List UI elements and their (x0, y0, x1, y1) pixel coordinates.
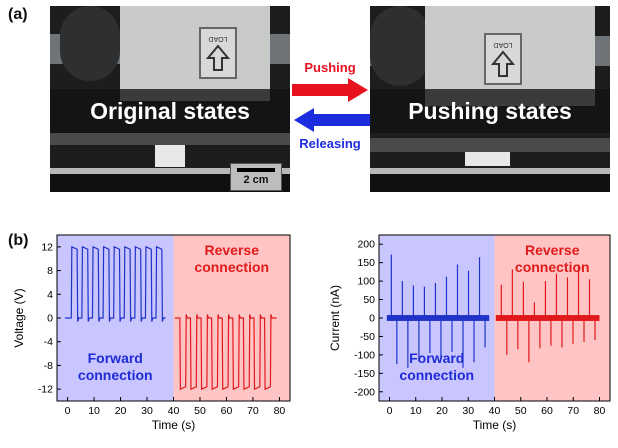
x-tick-label: 50 (194, 405, 206, 417)
x-tick-label: 70 (247, 405, 259, 417)
y-tick-label: 0 (369, 313, 375, 325)
region-label: connection (194, 259, 269, 275)
region-label: connection (78, 367, 153, 383)
scale-bar-line (237, 168, 275, 172)
x-tick-label: 30 (141, 405, 153, 417)
load-sign-text-left: LOAD (208, 35, 228, 42)
scale-bar-label: 2 cm (243, 174, 269, 186)
caption-pushing-states: Pushing states (370, 89, 610, 133)
caption-original-states: Original states (50, 89, 290, 133)
x-tick-label: 40 (489, 405, 501, 417)
x-tick-label: 60 (541, 405, 553, 417)
pushing-label: Pushing (304, 60, 356, 75)
photo-original-state: LOAD Original states 2 cm (50, 6, 290, 192)
x-axis-label: Time (s) (473, 418, 517, 432)
x-tick-label: 10 (88, 405, 100, 417)
releasing-label: Releasing (299, 136, 361, 151)
x-tick-label: 20 (115, 405, 127, 417)
x-tick-label: 80 (594, 405, 606, 417)
x-tick-label: 40 (168, 405, 180, 417)
x-axis-label: Time (s) (152, 418, 196, 432)
x-tick-label: 0 (387, 405, 393, 417)
y-tick-label: -100 (354, 349, 375, 361)
x-tick-label: 70 (567, 405, 579, 417)
load-sign-text-right: LOAD (493, 41, 513, 48)
series-line (64, 245, 166, 322)
x-tick-label: 10 (410, 405, 422, 417)
y-tick-label: 8 (47, 265, 53, 277)
x-tick-label: 20 (436, 405, 448, 417)
region-label: Forward (88, 350, 143, 366)
y-tick-label: -200 (354, 386, 375, 398)
panel-label-b: (b) (8, 232, 29, 249)
series-line (174, 314, 277, 391)
y-tick-label: -8 (44, 360, 53, 372)
region-label: Reverse (205, 242, 260, 258)
y-tick-label: 50 (363, 294, 375, 306)
push-arrow-icon (292, 78, 368, 102)
y-tick-label: 150 (357, 257, 375, 269)
series-baseline-noise (386, 315, 490, 321)
y-tick-label: 200 (357, 239, 375, 251)
region-label: connection (515, 259, 590, 275)
photo-pushing-state: LOAD Pushing states (370, 6, 610, 192)
x-tick-label: 60 (221, 405, 233, 417)
region-label: Reverse (525, 242, 580, 258)
x-tick-label: 50 (515, 405, 527, 417)
y-tick-label: 100 (357, 276, 375, 288)
panel-label-a: (a) (8, 6, 28, 23)
y-tick-label: 12 (41, 241, 53, 253)
x-tick-label: 0 (65, 405, 71, 417)
y-tick-label: 4 (47, 289, 53, 301)
region-label: Forward (409, 350, 464, 366)
y-axis-label: Voltage (V) (12, 288, 26, 347)
y-tick-label: -150 (354, 368, 375, 380)
x-tick-label: 80 (274, 405, 286, 417)
x-tick-label: 30 (462, 405, 474, 417)
y-tick-label: 0 (47, 313, 53, 325)
series-baseline-noise (495, 315, 600, 321)
release-arrow-icon (294, 108, 370, 132)
scale-bar: 2 cm (230, 163, 282, 191)
y-tick-label: -4 (44, 336, 53, 348)
y-tick-label: -50 (360, 331, 375, 343)
region-label: connection (399, 367, 474, 383)
y-axis-label: Current (nA) (328, 285, 342, 351)
y-tick-label: -12 (38, 384, 53, 396)
